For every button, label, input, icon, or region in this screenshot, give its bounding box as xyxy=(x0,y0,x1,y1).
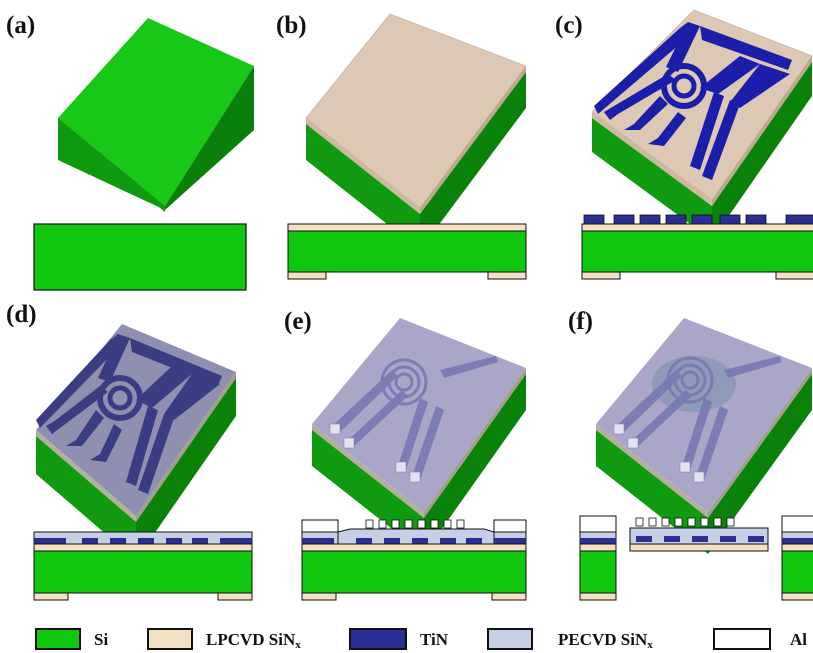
legend-item-pecvd: PECVD SiNx xyxy=(487,628,653,651)
legend-text-lpcvd: LPCVD SiNx xyxy=(206,630,301,651)
lpcvd-bottom-right-b xyxy=(487,271,527,280)
block-left-face-b xyxy=(306,124,420,250)
lpcvd-top-layer-c xyxy=(581,223,813,232)
legend-swatch-si xyxy=(35,628,81,650)
legend-item-al: Al xyxy=(713,628,807,650)
panel-e: (e) xyxy=(284,308,527,601)
si-substrate-d xyxy=(33,550,253,594)
legend-swatch-tin xyxy=(349,628,407,650)
cross-section-a xyxy=(33,223,247,291)
legend-label-si: Si xyxy=(94,630,108,649)
lpcvd-top-layer-b xyxy=(287,223,527,232)
block-3d-c xyxy=(591,9,813,240)
panel-label-e: (e) xyxy=(284,308,312,335)
panel-b: (b) xyxy=(276,12,527,280)
legend-swatch-al xyxy=(713,628,771,650)
panel-f: (f) xyxy=(568,308,813,601)
tin-pattern-f xyxy=(614,356,782,480)
al-pad-left-e xyxy=(301,519,339,533)
tin-pattern-c xyxy=(594,22,792,180)
panel-label-f: (f) xyxy=(568,308,593,335)
block-right-face-a xyxy=(165,66,254,210)
block-3d-e xyxy=(312,318,526,554)
block-left-face-a xyxy=(58,118,165,210)
block-left-face-c xyxy=(592,118,712,240)
si-pillar-left-f xyxy=(579,550,617,594)
tin-pattern-e xyxy=(330,356,498,480)
tin-pattern-d xyxy=(36,334,222,494)
panel-label-d: (d) xyxy=(6,301,37,328)
legend-item-si: Si xyxy=(35,628,108,650)
legend-label-pecvd: PECVD SiN xyxy=(558,630,648,649)
tin-lines-c xyxy=(583,214,813,225)
cross-section-b xyxy=(287,223,527,280)
tin-lines-e xyxy=(302,538,526,544)
legend-swatch-lpcvd xyxy=(147,628,193,650)
panel-c: (c) xyxy=(555,9,813,280)
si-pillar-right-f xyxy=(781,550,813,594)
block-top-a xyxy=(58,18,254,206)
block-right-face-e xyxy=(424,374,526,554)
cross-section-d xyxy=(33,531,253,601)
legend-text-pecvd: PECVD SiNx xyxy=(558,630,653,651)
al-pad-right-f xyxy=(781,515,813,533)
lpcvd-membrane-f xyxy=(629,543,769,552)
membrane-cavity-f xyxy=(652,356,736,412)
lpcvd-bottom-right-d xyxy=(217,592,253,601)
block-right-face-f xyxy=(708,374,812,554)
al-pad-right-e xyxy=(493,519,527,533)
block-3d-d xyxy=(36,324,236,560)
lpcvd-bottom-right-e xyxy=(491,592,527,601)
cross-section-f xyxy=(579,515,813,601)
panel-label-a: (a) xyxy=(6,12,35,39)
tin-lines-d xyxy=(34,538,252,544)
cross-section-e xyxy=(301,519,527,601)
legend-item-tin: TiN xyxy=(349,628,449,650)
block-left-face-d xyxy=(36,436,136,560)
al-pads-f xyxy=(613,423,705,483)
legend-sub-lpcvd: x xyxy=(295,639,301,651)
block-3d-a xyxy=(58,18,254,212)
lpcvd-bottom-left-e xyxy=(301,592,337,601)
membrane-f xyxy=(629,517,769,552)
panel-d: (d) xyxy=(6,301,253,601)
lpcvd-bottom-left-b xyxy=(287,271,327,280)
panel-a: (a) xyxy=(6,12,254,291)
legend: Si LPCVD SiNx TiN PECVD SiNx Al xyxy=(35,628,807,651)
block-3d-b xyxy=(305,13,527,250)
al-comb-e xyxy=(365,519,465,529)
panel-label-c: (c) xyxy=(555,12,583,39)
legend-label-lpcvd: LPCVD SiN xyxy=(206,630,296,649)
lpcvd-bottom-left-c xyxy=(581,271,621,280)
block-right-face-d xyxy=(136,378,236,560)
lpcvd-top-layer-d xyxy=(33,543,253,552)
si-substrate-b xyxy=(287,230,527,273)
lpcvd-top-layer-e xyxy=(301,543,527,552)
cross-section-c xyxy=(581,214,813,280)
legend-label-tin: TiN xyxy=(420,630,449,649)
legend-item-lpcvd: LPCVD SiNx xyxy=(147,628,301,651)
al-pads-e xyxy=(329,423,421,483)
legend-swatch-pecvd xyxy=(487,628,533,650)
si-substrate-c xyxy=(581,230,813,273)
al-pad-left-f xyxy=(579,515,617,533)
block-right-face-b xyxy=(420,72,526,250)
si-substrate-e xyxy=(301,550,527,594)
si-substrate-a xyxy=(33,223,247,291)
block-3d-f xyxy=(596,318,812,554)
legend-label-al: Al xyxy=(790,630,807,649)
block-right-face-c xyxy=(712,62,812,240)
legend-sub-pecvd: x xyxy=(647,639,653,651)
lpcvd-bottom-left-d xyxy=(33,592,69,601)
lpcvd-bottom-right-c xyxy=(775,271,813,280)
panel-label-b: (b) xyxy=(276,12,307,39)
